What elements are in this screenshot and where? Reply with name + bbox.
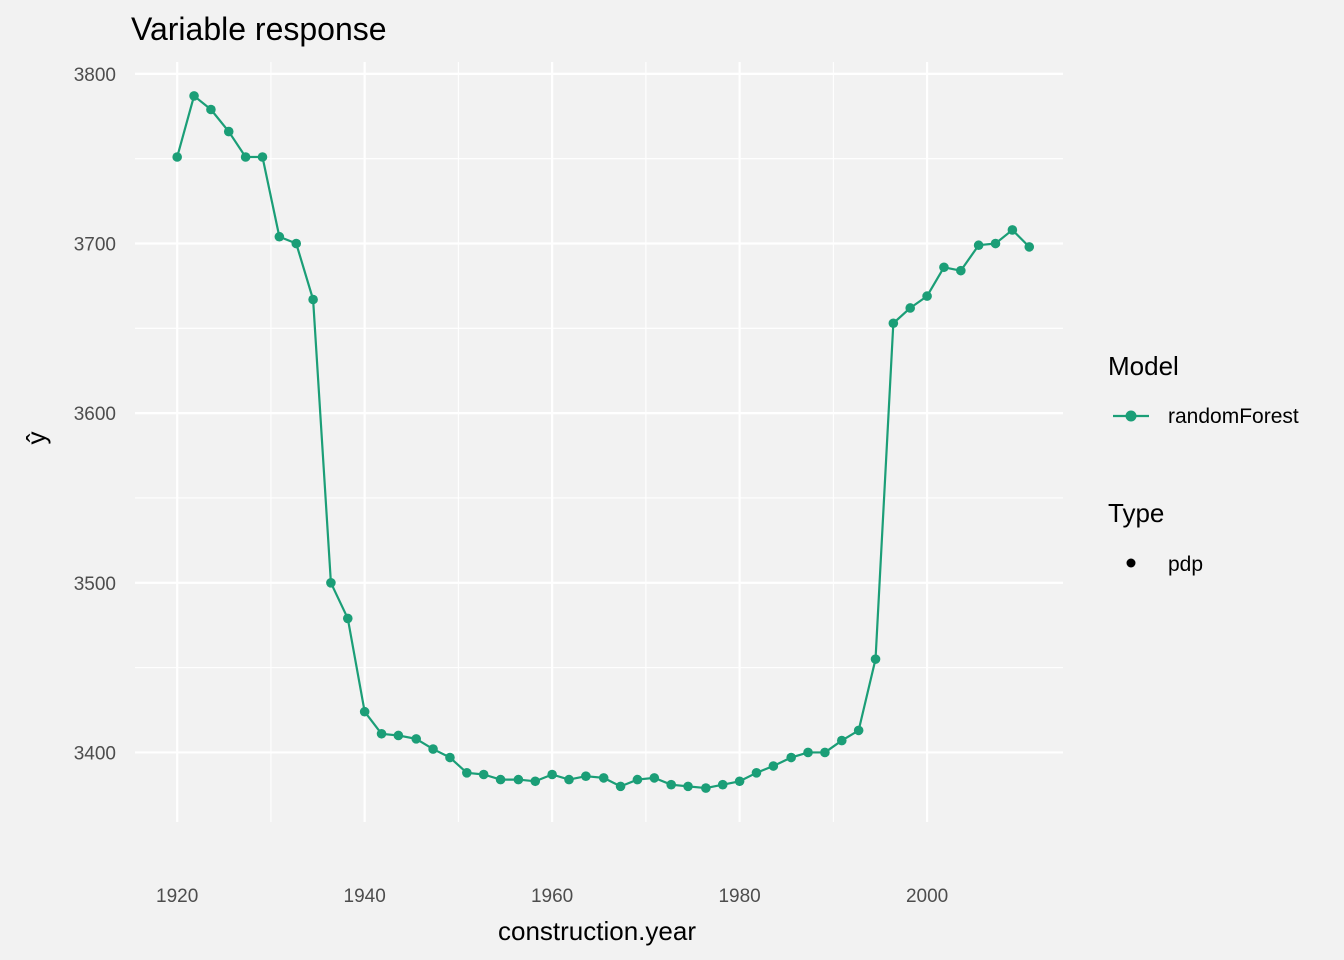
data-point [189,91,199,101]
data-point [478,769,489,780]
data-point [666,779,676,790]
x-tick-label: 1960 [531,886,573,907]
data-point [342,613,353,624]
legend-label-pdp: pdp [1168,553,1203,576]
y-tick-label: 3800 [74,65,116,86]
legend-title-model: Model [1108,351,1179,381]
legend-label-randomforest: randomForest [1168,405,1299,428]
data-point [359,706,370,717]
chart-title: Variable response [131,11,387,47]
minor-grid [135,62,1063,822]
data-point [922,291,932,301]
data-point [632,774,643,785]
y-tick-label: 3400 [74,743,116,764]
data-point [598,773,609,783]
legend: Model randomForest Type pdp [1108,351,1299,576]
data-point [495,774,506,785]
data-point [803,747,813,758]
y-tick-label: 3500 [74,574,116,595]
data-point [717,779,728,790]
y-axis-title: ŷ [21,432,51,445]
data-point [393,730,404,741]
x-tick-label: 2000 [906,886,948,907]
y-tick-label: 3700 [74,235,116,256]
data-point [853,725,864,736]
data-point [870,654,881,664]
x-axis-title: construction.year [498,916,696,946]
data-point [274,231,285,242]
legend-key-point-pdp [1126,558,1136,568]
data-point [683,781,693,792]
data-point [956,265,966,276]
data-point [1024,242,1035,252]
data-point [564,774,574,785]
data-point [172,152,182,162]
data-point [581,771,591,781]
legend-key-point [1125,410,1137,422]
data-point [734,776,745,787]
data-point [308,294,318,305]
data-point [701,783,711,793]
legend-title-type: Type [1108,498,1164,528]
data-point [615,781,626,792]
data-point [376,728,387,739]
major-grid [135,62,1063,822]
data-point [905,303,916,313]
data-point [990,238,1001,249]
x-tick-label: 1920 [156,886,198,907]
data-point [768,761,779,771]
x-tick-labels: 1920 1940 1960 1980 2000 [156,886,948,907]
series-layer [172,91,1035,793]
data-point [240,152,251,162]
data-point [888,318,899,329]
data-point [939,262,949,273]
data-point [649,773,660,783]
data-point [786,752,796,763]
data-point [530,776,541,787]
data-point [547,769,557,780]
x-tick-label: 1940 [344,886,386,907]
data-point [223,126,234,137]
data-point [291,238,302,249]
x-tick-label: 1980 [718,886,760,907]
data-point [257,152,268,162]
data-point [428,744,438,754]
y-tick-label: 3600 [74,404,116,425]
data-point [973,240,984,251]
data-point [462,768,472,778]
data-point [836,735,847,746]
data-point [206,104,216,115]
data-point [513,774,524,785]
data-point [1007,225,1018,235]
y-tick-labels: 3400 3500 3600 3700 3800 [74,65,116,765]
data-point [326,578,336,588]
data-point [445,752,455,763]
data-point [751,768,762,778]
data-point [820,747,830,758]
data-point [411,734,422,744]
